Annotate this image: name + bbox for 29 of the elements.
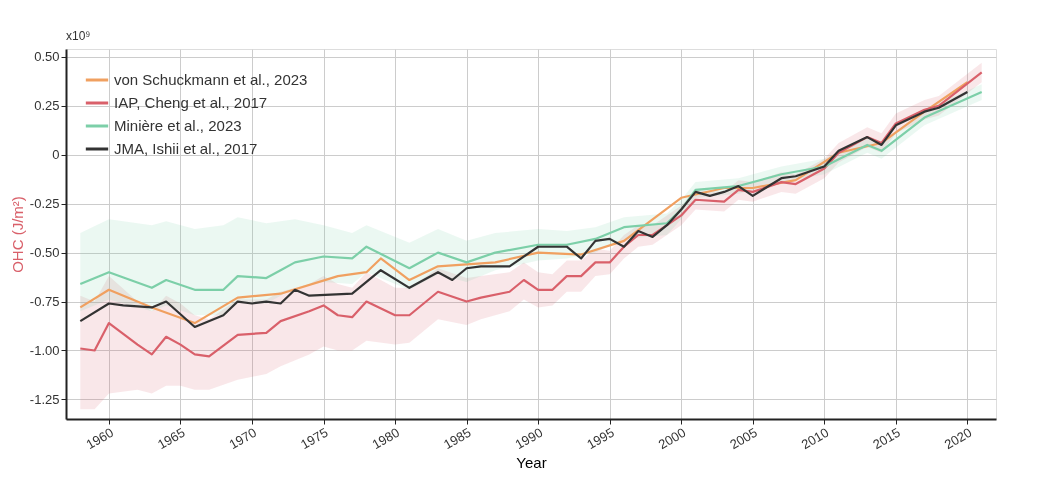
x-tick-label: 1995	[584, 424, 617, 453]
x-tick-label: 1970	[226, 424, 259, 453]
x-tick-label: 1980	[369, 424, 403, 453]
x-tick-label: 2015	[870, 424, 903, 453]
legend-label: IAP, Cheng et al., 2017	[114, 94, 268, 111]
y-tick-label: 0.50	[34, 49, 60, 65]
line-series	[79, 71, 983, 358]
legend-label: Minière et al., 2023	[114, 117, 242, 134]
legend-label: von Schuckmann et al., 2023	[114, 71, 308, 88]
x-tick-label: 2005	[727, 424, 760, 453]
text: x10⁹	[66, 29, 91, 43]
y-tick-label: -0.75	[29, 294, 60, 310]
legend-label: JMA, Ishii et al., 2017	[114, 140, 258, 157]
x-tick-label: 1960	[83, 424, 116, 453]
y-tick-label: -0.50	[29, 245, 60, 261]
x-tick-label: 2020	[941, 424, 975, 453]
y-tick-label: 0	[52, 147, 60, 163]
x-tick-label: 2010	[798, 424, 832, 453]
x-axis-title: Year	[516, 454, 547, 472]
y-tick-label: 0.25	[34, 98, 60, 114]
x-tick-label: 1965	[154, 424, 188, 453]
x-tick-label: 1975	[297, 424, 331, 453]
x-tick-label: 1985	[441, 424, 474, 453]
y-tick-label: -0.25	[29, 196, 60, 212]
y-tick-label: -1.25	[29, 391, 60, 407]
x-tick-label: 1990	[512, 424, 546, 453]
y-axis-title: OHC (J/m²)	[8, 196, 26, 273]
y-tick-label: -1.00	[29, 342, 60, 358]
x-tick-label: 2000	[655, 424, 689, 453]
